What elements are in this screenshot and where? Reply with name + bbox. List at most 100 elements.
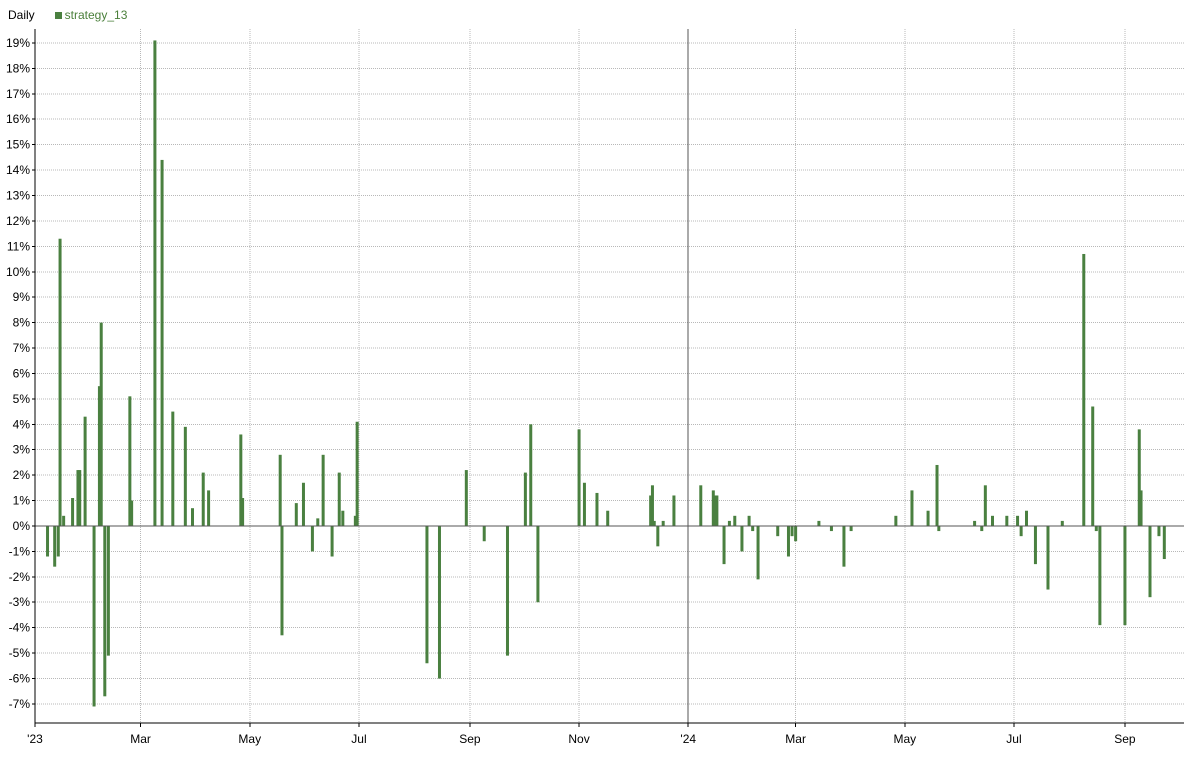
y-tick-label: -6% xyxy=(9,672,31,686)
y-tick-label: 6% xyxy=(13,366,31,380)
series-swatch xyxy=(54,11,62,19)
x-tick-labels: '23 Mar May Jul Sep Nov '24 Mar May Jul Sep xyxy=(27,732,1136,746)
bar xyxy=(106,525,110,656)
y-tick-label: 8% xyxy=(13,316,31,330)
legend: Daily strategy_13 xyxy=(8,8,127,22)
period-label: Daily xyxy=(8,8,35,22)
bar xyxy=(128,396,132,526)
bar xyxy=(711,490,715,526)
bar xyxy=(330,525,334,557)
y-tick-label: 18% xyxy=(6,61,30,75)
bar xyxy=(171,411,175,526)
bar xyxy=(294,503,298,526)
bar xyxy=(97,386,101,526)
bar xyxy=(983,485,987,526)
bar xyxy=(321,454,325,526)
bar xyxy=(829,525,833,532)
bar xyxy=(191,508,194,526)
y-tick-label: 16% xyxy=(6,112,30,126)
bar xyxy=(310,525,314,552)
bar xyxy=(747,515,751,526)
bar xyxy=(337,472,341,526)
bar xyxy=(733,515,737,526)
bar xyxy=(523,472,527,526)
bar xyxy=(727,520,731,526)
bar xyxy=(280,525,284,636)
y-tick-label: 9% xyxy=(13,290,31,304)
bar xyxy=(1016,515,1020,526)
y-tick-label: -1% xyxy=(9,544,31,558)
bar xyxy=(437,525,441,679)
bar xyxy=(464,470,468,526)
bar xyxy=(849,525,853,532)
bar xyxy=(656,525,660,547)
bar xyxy=(1137,429,1141,526)
bar xyxy=(1019,525,1023,537)
bar xyxy=(316,518,320,526)
bar xyxy=(355,421,359,526)
y-tick-label: 13% xyxy=(6,189,30,203)
bar xyxy=(301,482,305,526)
bar xyxy=(1033,525,1037,565)
bar xyxy=(78,470,82,526)
series-label: strategy_13 xyxy=(64,8,128,22)
bar xyxy=(160,159,164,526)
bar xyxy=(786,525,790,557)
bar xyxy=(1094,525,1098,532)
x-tick-label: May xyxy=(893,732,916,746)
bar xyxy=(341,510,345,526)
x-tick-label: Sep xyxy=(459,732,481,746)
y-tick-label: 1% xyxy=(13,494,31,508)
gridlines xyxy=(35,29,1184,723)
y-tick-label: -3% xyxy=(9,595,31,609)
bar xyxy=(56,525,60,557)
bar xyxy=(58,238,62,526)
y-tick-label: 2% xyxy=(13,468,31,482)
bar xyxy=(92,525,96,707)
x-tick-label: '23 xyxy=(27,732,43,746)
bar xyxy=(482,525,486,542)
bar xyxy=(926,510,930,526)
bar xyxy=(241,498,245,526)
bar xyxy=(713,495,717,526)
bar xyxy=(649,495,653,526)
bar xyxy=(652,520,656,526)
bar xyxy=(790,525,794,537)
bar xyxy=(183,426,187,526)
bar xyxy=(817,520,821,526)
bar xyxy=(980,525,984,532)
bar xyxy=(62,515,66,526)
bar xyxy=(577,429,581,526)
y-tick-labels: -7% -6% -5% -4% -3% -2% -1% 0% 1% 2% 3% 4% 5% 6% 7% 8% 9… xyxy=(6,36,30,711)
y-tick-label: 15% xyxy=(6,138,30,152)
bar xyxy=(83,416,87,526)
bar xyxy=(505,525,509,656)
bar xyxy=(53,525,57,567)
bar xyxy=(71,498,75,526)
bar xyxy=(842,525,846,567)
bar xyxy=(207,490,211,526)
bar xyxy=(529,424,533,526)
axes xyxy=(32,29,1184,727)
bar xyxy=(661,520,665,526)
x-tick-label: Sep xyxy=(1114,732,1136,746)
bar xyxy=(76,470,80,526)
y-tick-label: 10% xyxy=(6,265,30,279)
bar xyxy=(1139,490,1143,526)
bar xyxy=(1005,515,1009,526)
bar xyxy=(46,525,50,557)
x-tick-label: Nov xyxy=(568,732,589,746)
y-tick-label: -5% xyxy=(9,646,31,660)
y-tick-label: -7% xyxy=(9,697,31,711)
bar xyxy=(1046,525,1050,590)
y-tick-label: -4% xyxy=(9,621,31,635)
x-tick-label: Jul xyxy=(1006,732,1021,746)
bar xyxy=(582,482,586,526)
bar xyxy=(425,525,429,664)
bar xyxy=(935,464,939,526)
y-tick-label: 19% xyxy=(6,36,30,50)
bar xyxy=(715,495,719,526)
y-tick-label: 4% xyxy=(13,417,31,431)
x-tick-label: May xyxy=(238,732,261,746)
x-tick-label: Mar xyxy=(130,732,151,746)
